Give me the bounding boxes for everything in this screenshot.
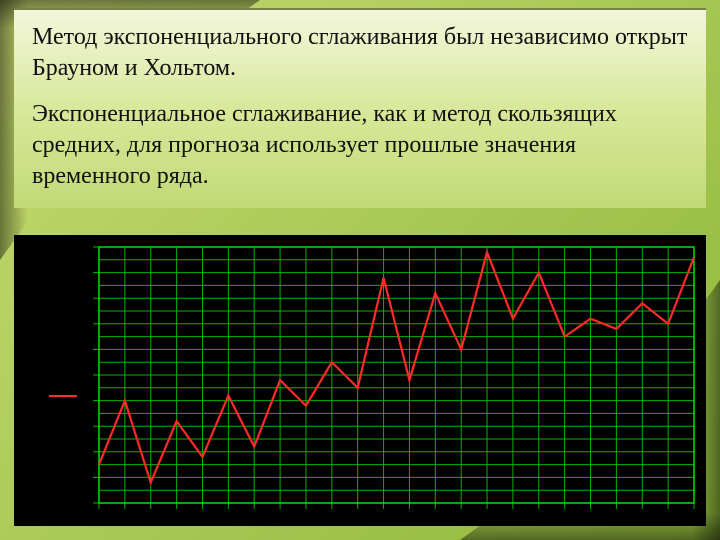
chart-grid <box>99 247 694 503</box>
slide: Метод экспоненциального сглаживания был … <box>0 0 720 540</box>
legend-dash <box>49 395 77 397</box>
chart-container <box>14 235 706 526</box>
chart-ticks <box>93 247 694 509</box>
line-chart <box>14 235 706 526</box>
paragraph-1: Метод экспоненциального сглаживания был … <box>32 22 688 83</box>
paragraph-2: Экспоненциальное сглаживание, как и мето… <box>32 99 688 191</box>
chart-series-line <box>99 252 694 482</box>
text-block: Метод экспоненциального сглаживания был … <box>14 8 706 208</box>
